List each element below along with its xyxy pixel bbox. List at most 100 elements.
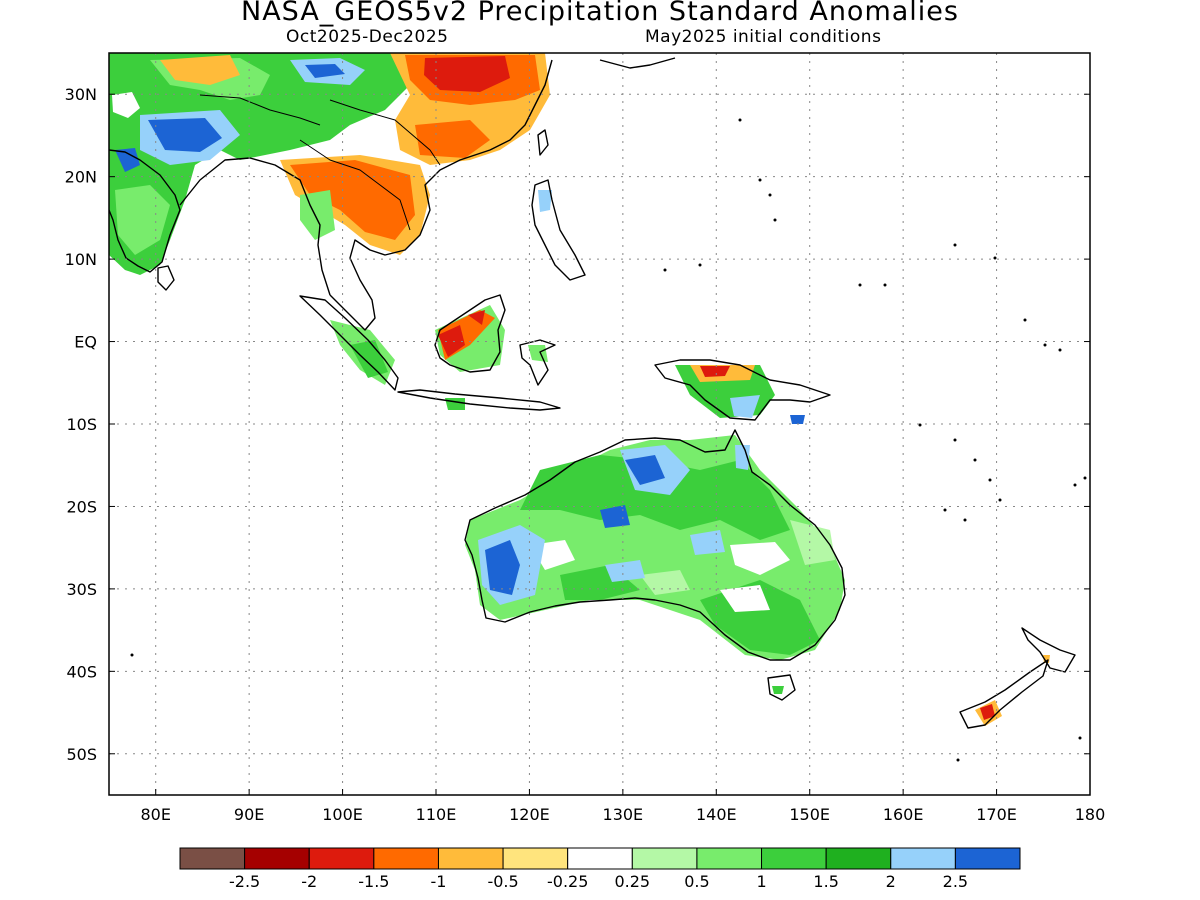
colorbar-label: -1.5 bbox=[358, 872, 389, 891]
anomaly-india bbox=[109, 53, 410, 275]
anomaly-fields bbox=[109, 53, 1050, 726]
anomaly-india-wet-2 bbox=[148, 118, 222, 152]
lon-tick-label: 120E bbox=[509, 805, 550, 824]
anomaly-java-green bbox=[445, 398, 465, 410]
anomaly-india-wet-5 bbox=[305, 64, 345, 78]
colorbar-swatch bbox=[761, 847, 827, 870]
colorbar-label: 2 bbox=[886, 872, 896, 891]
anomaly-china-dry-south bbox=[415, 120, 490, 158]
coastlines bbox=[109, 57, 1076, 729]
colorbar-label: 0.25 bbox=[614, 872, 650, 891]
anomaly-borneo-dry-3 bbox=[468, 310, 485, 325]
colorbar-label: 0.5 bbox=[684, 872, 709, 891]
anomaly-india-wet-3 bbox=[115, 148, 140, 172]
colorbar-swatch bbox=[179, 847, 246, 870]
anomaly-australia-wet-mid-4 bbox=[690, 530, 725, 555]
pacific-islands bbox=[130, 118, 1087, 762]
coast-bay-of-bengal bbox=[179, 157, 331, 296]
anomaly-sulawesi-green bbox=[528, 345, 548, 362]
anomaly-australia-wet-west-2 bbox=[485, 540, 520, 595]
lon-tick-label: 110E bbox=[416, 805, 457, 824]
lon-tick-label: 180 bbox=[1075, 805, 1106, 824]
coast-srilanka bbox=[157, 265, 175, 291]
coast-japan bbox=[599, 57, 676, 69]
anomaly-australia-white-3 bbox=[720, 585, 770, 612]
coast-new-zealand-north bbox=[1021, 627, 1076, 673]
lat-tick-label: EQ bbox=[74, 333, 97, 352]
anomaly-australia-white-2 bbox=[730, 542, 790, 575]
anomaly-australia-wet-north-2 bbox=[625, 455, 665, 485]
anomaly-newguinea-blue bbox=[730, 395, 760, 418]
coast-new-zealand-south bbox=[959, 659, 1049, 729]
anomaly-himalaya-dry bbox=[160, 55, 240, 85]
colorbar-label: -2.5 bbox=[229, 872, 260, 891]
map-field bbox=[109, 53, 1090, 795]
lon-tick-label: 170E bbox=[976, 805, 1017, 824]
coast-tasmania bbox=[767, 674, 796, 701]
colorbar-label: -1 bbox=[430, 872, 446, 891]
lon-tick-label: 160E bbox=[883, 805, 924, 824]
graticule bbox=[109, 53, 1090, 795]
coast-java bbox=[397, 389, 561, 411]
coast-borneo bbox=[434, 294, 506, 373]
lat-tick-label: 50S bbox=[66, 745, 97, 764]
colorbar-swatch bbox=[373, 847, 439, 870]
anomaly-sumatra-green-2 bbox=[350, 340, 388, 378]
colorbar-swatch bbox=[244, 847, 310, 870]
lat-tick-label: 40S bbox=[66, 662, 97, 681]
colorbar-swatch bbox=[631, 847, 698, 870]
colorbar-label: -2 bbox=[301, 872, 317, 891]
colorbar-label: 1.5 bbox=[813, 872, 838, 891]
coast-taiwan bbox=[537, 129, 549, 156]
lat-tick-label: 10S bbox=[66, 415, 97, 434]
colorbar-swatch bbox=[502, 847, 569, 870]
anomaly-australia-wet-mid-3 bbox=[735, 445, 750, 470]
forecast-period: Oct2025-Dec2025 bbox=[286, 27, 449, 47]
lat-tick-label: 30S bbox=[66, 580, 97, 599]
anomaly-china-dry-core bbox=[424, 56, 510, 92]
colorbar-label: 2.5 bbox=[943, 872, 968, 891]
colorbar-swatch bbox=[567, 847, 633, 870]
colorbar: -2.5 -2 -1.5 -1 -0.5 -0.25 0.25 0.5 1 1.5 2 2.5 bbox=[179, 847, 1021, 891]
anomaly-solomons-blue bbox=[790, 415, 805, 424]
colorbar-swatch bbox=[696, 847, 763, 870]
chart-title: NASA_GEOS5v2 Precipitation Standard Anom… bbox=[241, 0, 959, 27]
coast-australia bbox=[464, 429, 846, 661]
lon-tick-label: 130E bbox=[603, 805, 644, 824]
coast-new-guinea bbox=[654, 359, 831, 421]
colorbar-swatch bbox=[890, 847, 956, 870]
anomaly-indochina-dry-core bbox=[290, 160, 415, 240]
lon-tick-label: 140E bbox=[696, 805, 737, 824]
anomaly-borneo-dry-2 bbox=[438, 325, 465, 357]
lon-tick-label: 100E bbox=[322, 805, 363, 824]
anomaly-india-white bbox=[112, 92, 140, 118]
coast-sulawesi bbox=[519, 339, 556, 386]
initial-conditions: May2025 initial conditions bbox=[645, 27, 882, 47]
colorbar-label: -0.5 bbox=[487, 872, 518, 891]
anomaly-newguinea-dry-core bbox=[700, 366, 730, 377]
anomaly-india-light2 bbox=[115, 185, 170, 255]
coast-india bbox=[109, 149, 181, 273]
lat-tick-label: 30N bbox=[65, 85, 97, 104]
colorbar-swatch bbox=[308, 847, 375, 870]
colorbar-label: 1 bbox=[756, 872, 766, 891]
coast-sumatra bbox=[299, 295, 399, 391]
colorbar-label: -0.25 bbox=[547, 872, 588, 891]
lat-tick-label: 10N bbox=[65, 250, 97, 269]
anomaly-australia-light-2 bbox=[790, 520, 835, 565]
coast-malaysia bbox=[329, 59, 553, 331]
coast-philippines bbox=[531, 179, 586, 281]
anomaly-tasmania-green bbox=[772, 686, 784, 694]
anomaly-australia-green-1 bbox=[520, 455, 790, 540]
lat-tick-label: 20S bbox=[66, 497, 97, 516]
colorbar-swatch bbox=[437, 847, 504, 870]
colorbar-swatch bbox=[825, 847, 892, 870]
lon-tick-label: 90E bbox=[234, 805, 264, 824]
lon-tick-label: 80E bbox=[140, 805, 170, 824]
coast-borders bbox=[199, 94, 441, 231]
anomaly-indochina-green bbox=[300, 190, 335, 240]
axis-labels: 30N 20N 10N EQ 10S 20S 30S 40S 50S 80E 90E 100E 110E… bbox=[65, 85, 1106, 824]
anomaly-nz-dry-core bbox=[980, 704, 995, 720]
anomaly-australia-wet-mid-2 bbox=[605, 560, 645, 582]
